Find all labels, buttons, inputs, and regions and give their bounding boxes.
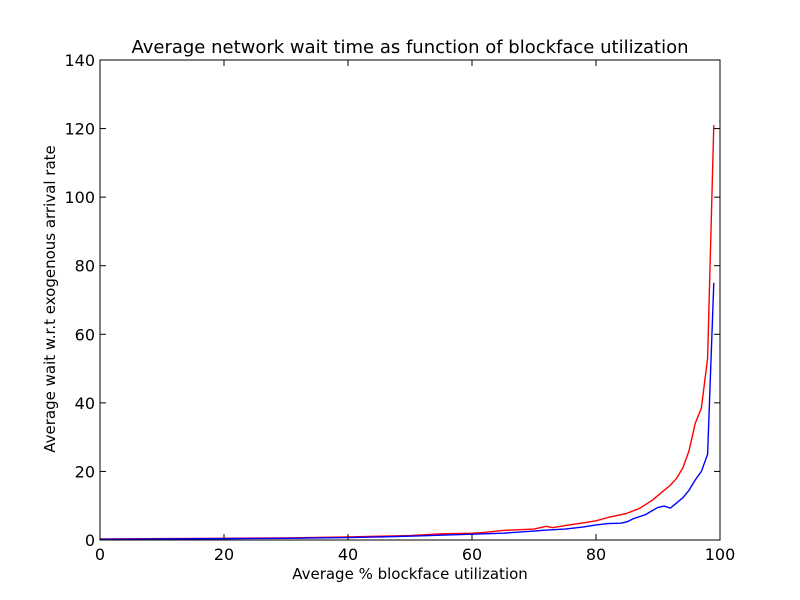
x-tick-label: 0 (95, 545, 105, 564)
y-axis-label: Average wait w.r.t exogenous arrival rat… (41, 145, 59, 453)
y-tick-label: 140 (64, 51, 95, 70)
y-tick-label: 100 (64, 188, 95, 207)
y-tick-label: 120 (64, 120, 95, 139)
x-tick-label: 100 (705, 545, 736, 564)
chart-title: Average network wait time as function of… (131, 37, 688, 58)
y-tick-label: 40 (75, 394, 95, 413)
series-line-2 (100, 282, 715, 540)
x-tick-label: 80 (586, 545, 606, 564)
x-tick-label: 40 (338, 545, 358, 564)
plot-frame (99, 59, 721, 541)
series-line-1 (100, 125, 715, 540)
plot-area: 0 20 40 60 80 100 0 20 40 60 80 100 120 140 (64, 51, 735, 564)
y-tick-label: 0 (85, 531, 95, 550)
y-tick-label: 60 (75, 325, 95, 344)
x-axis-label: Average % blockface utilization (292, 565, 528, 583)
y-tick-label: 80 (75, 257, 95, 276)
x-tick-label: 60 (462, 545, 482, 564)
x-tick-label: 20 (214, 545, 234, 564)
y-tick-label: 20 (75, 462, 95, 481)
series-group (100, 125, 715, 540)
